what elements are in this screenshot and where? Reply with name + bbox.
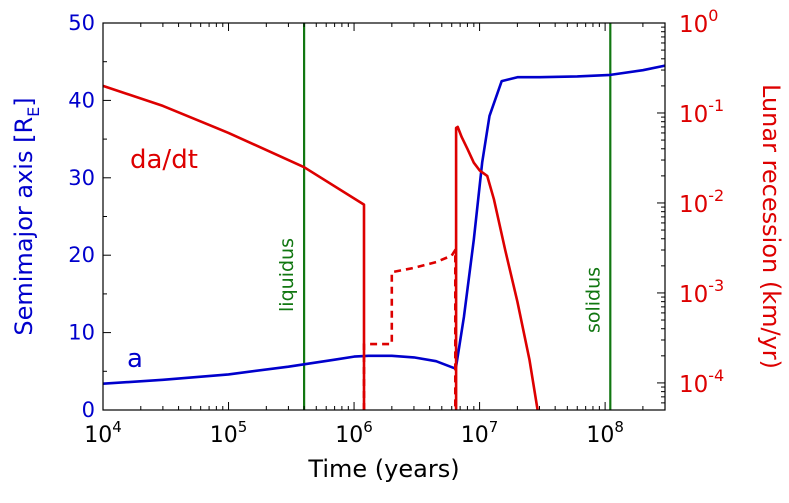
y-left-axis-label: Semimajor axis [RE]	[10, 97, 43, 335]
x-tick-label: 104	[84, 418, 122, 448]
y-left-tick-label: 10	[68, 321, 95, 345]
x-axis-label: Time (years)	[307, 455, 459, 483]
x-tick-label: 106	[335, 418, 373, 448]
y-left-tick-label: 40	[68, 88, 95, 112]
x-tick-label: 105	[210, 418, 248, 448]
y-right-tick-label: 10-4	[679, 366, 724, 398]
y-right-tick-label: 10-3	[679, 276, 724, 308]
y-right-axis-label: Lunar recession (km/yr)	[757, 84, 785, 369]
annotation-solidus: solidus	[582, 267, 604, 333]
y-right-tick-label: 100	[679, 6, 718, 38]
x-tick-label: 108	[586, 418, 624, 448]
plot-frame	[102, 22, 666, 411]
series-line-dadt-dashed	[362, 248, 457, 410]
y-right-tick-label: 10-2	[679, 186, 724, 218]
y-left-tick-label: 0	[82, 398, 95, 422]
y-right-tick-label: 10-1	[679, 96, 724, 128]
annotation-dadt: da/dt	[130, 145, 198, 175]
x-tick-label: 107	[461, 418, 499, 448]
annotation-a: a	[127, 344, 143, 374]
series-line-a	[102, 64, 666, 385]
y-left-tick-label: 20	[68, 243, 95, 267]
series-line-dadt-late	[454, 125, 539, 411]
annotation-liquidus: liquidus	[276, 238, 298, 312]
y-left-tick-label: 50	[68, 11, 95, 35]
series-line-dadt	[102, 84, 366, 410]
y-left-tick-label: 30	[68, 166, 95, 190]
